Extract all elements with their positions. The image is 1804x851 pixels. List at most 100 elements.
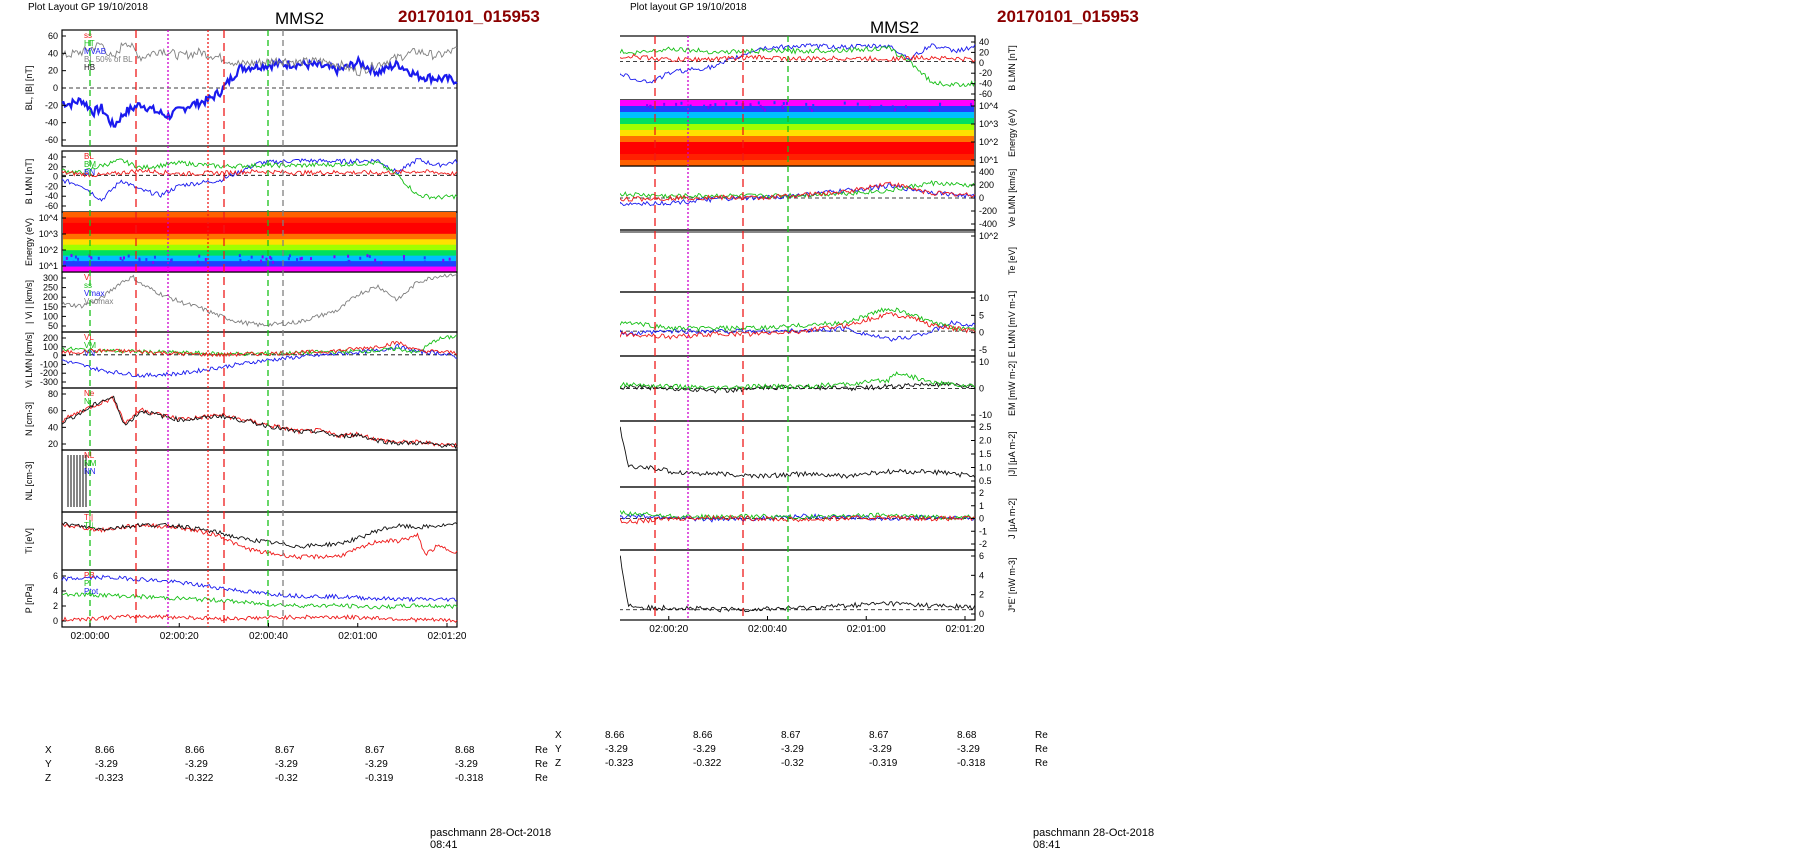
series-line-ne	[62, 397, 457, 448]
y-tick-label: 50	[48, 321, 58, 331]
spectrogram-pixel	[123, 256, 125, 259]
y-tick-label: 10^2	[39, 245, 58, 255]
legend-entry: Vnomax	[84, 297, 113, 306]
spectrogram-band	[620, 118, 974, 125]
spectrogram-pixel	[301, 257, 303, 260]
x-tick-label: 02:01:20	[946, 624, 985, 635]
series-line-bl	[62, 58, 457, 127]
position-unit: Re	[535, 745, 548, 756]
position-value: -3.29	[693, 744, 716, 755]
spectrogram-pixel	[120, 257, 122, 260]
spectrogram-pixel	[803, 107, 805, 110]
position-value: -3.29	[957, 744, 980, 755]
y-tick-label: -5	[979, 345, 987, 355]
y-tick-label: 40	[48, 152, 58, 162]
spectrogram-pixel	[139, 259, 141, 262]
x-tick-label: 02:00:00	[71, 631, 110, 642]
y-tick-label: 10^2	[979, 137, 998, 147]
spectrogram-pixel	[939, 103, 941, 106]
panel-frame	[62, 512, 457, 570]
y-tick-label: 20	[48, 66, 58, 76]
y-tick-label: -60	[979, 89, 992, 99]
panel-frame	[620, 292, 975, 356]
y-tick-label: 10^1	[39, 261, 58, 271]
series-line-bl	[62, 159, 457, 201]
spectrogram-pixel	[380, 262, 382, 265]
spectrogram-pixel	[786, 102, 788, 105]
spectrogram-pixel	[333, 255, 335, 258]
y-tick-label: 20	[979, 47, 989, 57]
y-axis-label: | Vi | [km/s]	[24, 280, 34, 324]
position-value: 8.66	[693, 730, 712, 741]
position-row-label: Z	[45, 773, 51, 784]
spectrogram-band	[620, 136, 974, 143]
y-axis-label: J*E' [nW m-3]	[1007, 558, 1017, 613]
position-value: -3.29	[95, 759, 118, 770]
panel-4: T||T⊥10^2Te [eV]	[620, 230, 1017, 292]
spectrogram-pixel	[929, 109, 931, 112]
spectrogram-pixel	[783, 102, 785, 105]
y-tick-label: 0	[979, 609, 984, 619]
y-tick-label: 0	[979, 328, 984, 338]
y-tick-label: 40	[48, 422, 58, 432]
spectrogram-pixel	[817, 107, 819, 110]
spectrogram-band	[63, 223, 456, 229]
panel-frame	[62, 332, 457, 388]
panel-frame	[620, 36, 975, 100]
series-line-bm	[62, 159, 457, 199]
panel-8: |J|maxJLJMJN210-1-2J [μA m-2]	[620, 487, 1017, 550]
y-tick-label: 4	[979, 570, 984, 580]
x-tick-label: 02:00:40	[748, 624, 787, 635]
x-tick-label: 02:01:20	[428, 631, 467, 642]
series-line-je	[620, 556, 975, 612]
spectrogram-pixel	[98, 257, 100, 260]
series-line-t	[62, 522, 457, 548]
spectrogram-pixel	[73, 261, 75, 264]
y-tick-label: 2.5	[979, 422, 992, 432]
spectrogram-pixel	[758, 101, 760, 104]
y-tick-label: 0	[53, 83, 58, 93]
spectrogram-pixel	[269, 256, 271, 259]
y-axis-label: Vi LMN [km/s]	[24, 332, 34, 388]
position-value: -0.32	[275, 773, 298, 784]
series-line-ni	[62, 396, 457, 448]
spectrogram-band	[63, 234, 456, 240]
y-tick-label: 10^3	[39, 229, 58, 239]
y-tick-label: 2	[979, 590, 984, 600]
position-unit: Re	[1035, 744, 1048, 755]
y-tick-label: -300	[40, 377, 58, 387]
spectrogram-band	[63, 212, 456, 218]
panel-2: BLBMBN40200-20-40-60B LMN [nT]	[24, 151, 457, 212]
y-tick-label: 400	[979, 167, 994, 177]
spectrogram-band	[620, 142, 974, 149]
spectrogram-pixel	[239, 259, 241, 262]
position-value: 8.68	[455, 745, 474, 756]
spectrogram-pixel	[442, 259, 444, 262]
panel-frame	[62, 450, 457, 512]
y-tick-label: 60	[48, 406, 58, 416]
spectrogram-pixel	[265, 258, 267, 261]
position-value: -3.29	[185, 759, 208, 770]
position-row-label: X	[555, 730, 562, 741]
spectrogram-pixel	[310, 257, 312, 260]
y-tick-label: 10	[979, 357, 989, 367]
series-line-em	[620, 308, 975, 331]
spectrogram-pixel	[260, 260, 262, 263]
series-line-pb	[62, 615, 457, 623]
spectrogram-pixel	[760, 105, 762, 108]
y-tick-label: 0	[979, 514, 984, 524]
y-tick-label: 6	[53, 571, 58, 581]
spectrogram-pixel	[892, 105, 894, 108]
y-axis-label: Energy (eV)	[24, 218, 34, 266]
y-axis-label: P [nPa]	[24, 584, 34, 613]
spectrogram-pixel	[880, 105, 882, 108]
spectrogram-pixel	[359, 257, 361, 260]
panel-1: BLBMBN40200-20-40-60B LMN [nT]	[620, 36, 1017, 100]
spectrogram-pixel	[374, 259, 376, 262]
y-tick-label: -20	[45, 100, 58, 110]
spectrogram-pixel	[932, 109, 934, 112]
panel-frame	[620, 421, 975, 487]
position-value: -0.318	[455, 773, 483, 784]
